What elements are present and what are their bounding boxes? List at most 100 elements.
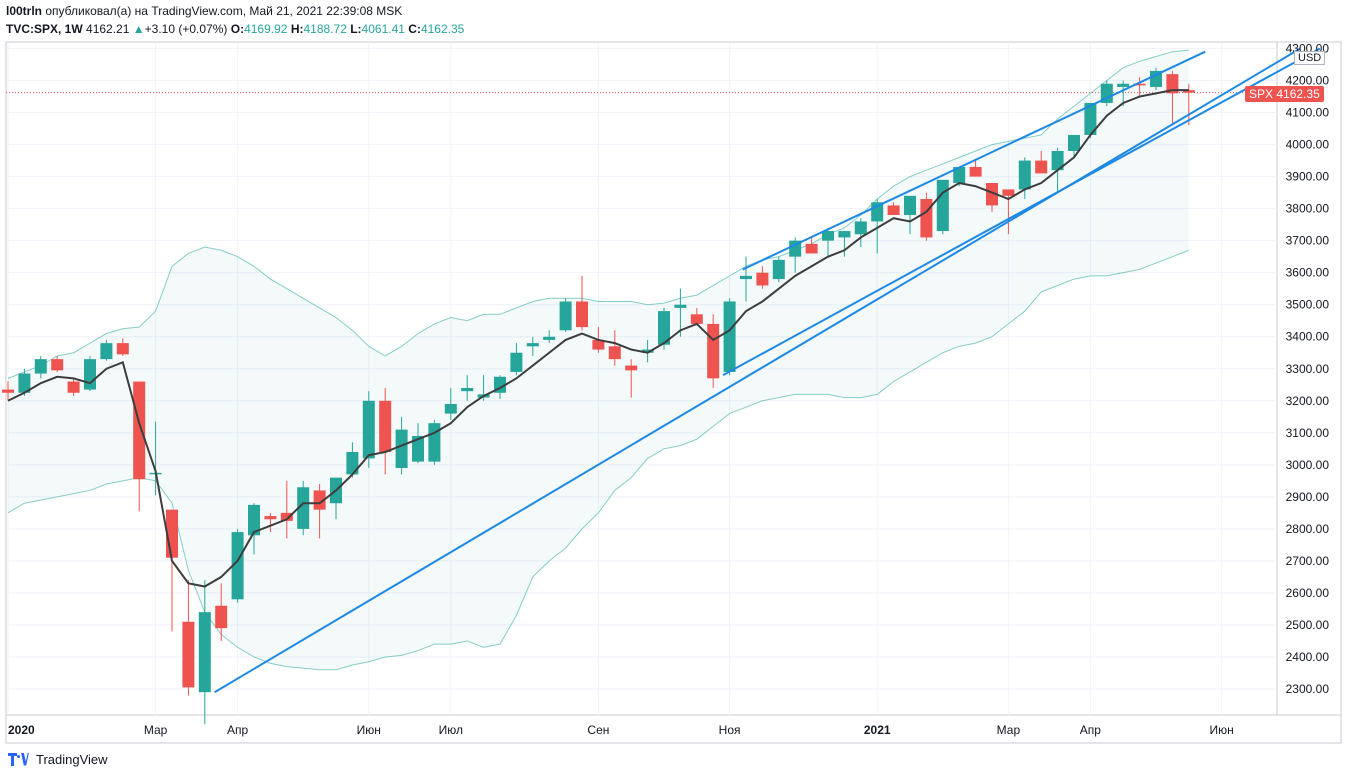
candle-body [1166, 74, 1179, 94]
last-price-tag: SPX 4162.35 [1245, 86, 1324, 102]
candle-body [740, 275, 752, 280]
candle-body [756, 272, 769, 286]
publish-info: l00trln опубликовал(а) на TradingView.co… [6, 4, 402, 18]
candle-body [690, 314, 703, 324]
candle-body [428, 423, 441, 462]
y-tick-label: 3800.00 [1286, 202, 1330, 216]
candle-body [707, 323, 720, 379]
footer[interactable]: TradingView [8, 752, 108, 767]
candle-body [805, 243, 818, 254]
candle-body [34, 359, 47, 374]
candle-body [198, 612, 211, 693]
candle-body [592, 339, 605, 350]
x-tick-label: 2021 [864, 723, 891, 737]
y-tick-label: 2600.00 [1286, 586, 1330, 600]
open-value: 4169.92 [244, 22, 288, 36]
candle-body [395, 429, 408, 469]
ma-line [7, 89, 1189, 588]
y-tick-label: 3100.00 [1286, 426, 1330, 440]
y-tick-label: 3000.00 [1286, 458, 1330, 472]
high-label: H: [290, 22, 304, 36]
candle-body [18, 373, 31, 393]
price-tag-symbol: SPX [1249, 87, 1274, 101]
candle-body [100, 343, 113, 360]
y-tick-label: 2700.00 [1286, 554, 1330, 568]
candle-body [1133, 83, 1146, 86]
moving-average [7, 89, 1189, 588]
candle-body [1182, 90, 1195, 93]
y-tick-label: 2900.00 [1286, 490, 1330, 504]
candle-body [67, 381, 80, 393]
candle-body [986, 183, 998, 206]
axes: 2300.00 2400.00 2500.00 2600.00 2700.00 2800.… [8, 42, 1329, 738]
candle-body [264, 516, 277, 520]
x-tick-label: 2020 [8, 723, 35, 737]
candle-body [215, 605, 228, 629]
candle-body [625, 365, 638, 371]
candle-body [822, 231, 834, 241]
y-tick-label: 2300.00 [1286, 682, 1330, 696]
change-value: +3.10 (+0.07%) [144, 22, 228, 36]
candle-body [953, 166, 966, 184]
candle-body [772, 259, 785, 280]
candle-body [346, 452, 359, 475]
candle-body [559, 301, 572, 331]
candle-body [84, 359, 96, 390]
trend-line-upper [742, 50, 1206, 271]
author[interactable]: l00trln [6, 4, 43, 18]
candle-body [2, 389, 14, 393]
close-value: 4162.35 [420, 22, 465, 36]
y-tick-label: 3200.00 [1286, 394, 1330, 408]
low-value: 4061.41 [361, 22, 405, 36]
y-tick-label: 4200.00 [1286, 74, 1330, 88]
price-tag-value: 4162.35 [1276, 87, 1320, 101]
candle-body [723, 301, 736, 372]
candle-body [510, 352, 523, 372]
x-tick-label: Июн [1209, 723, 1233, 737]
band-upper-line [7, 49, 1189, 379]
candle-body [248, 504, 260, 536]
y-tick-label: 3600.00 [1286, 266, 1330, 280]
last-value: 4162.21 [86, 22, 130, 36]
candle-body [1035, 160, 1048, 174]
y-tick-label: 2800.00 [1286, 522, 1330, 536]
x-tick-label: Апр [1080, 723, 1102, 737]
tradingview-logo-icon [8, 752, 30, 767]
candles [2, 67, 1195, 725]
y-tick-label: 4100.00 [1286, 106, 1330, 120]
candle-body [658, 311, 670, 345]
candle-body [904, 195, 916, 216]
candle-body [920, 199, 933, 238]
candle-body [969, 166, 982, 177]
currency-label[interactable]: USD [1294, 51, 1326, 65]
x-tick-label: Июл [439, 723, 463, 737]
candle-body [1150, 70, 1162, 87]
candle-body [543, 336, 556, 340]
y-tick-label: 4000.00 [1286, 138, 1330, 152]
trend-lines [214, 47, 1321, 694]
publish-text: опубликовал(а) на TradingView.com, Май 2… [45, 4, 403, 18]
candle-body [641, 349, 654, 353]
candle-body [1117, 83, 1130, 87]
x-tick-label: Сен [587, 723, 609, 737]
symbol-label[interactable]: TVC:SPX, 1W [6, 22, 83, 36]
candle-body [51, 359, 64, 371]
candle-body [297, 487, 310, 529]
candle-body [1068, 134, 1080, 151]
candle-body [608, 346, 621, 360]
candle-body [444, 403, 457, 414]
candle-body [854, 221, 867, 235]
candle-body [887, 205, 900, 216]
candle-body [1100, 83, 1113, 103]
candle-body [116, 343, 129, 355]
y-tick-label: 3400.00 [1286, 330, 1330, 344]
candle-body [1051, 150, 1064, 171]
low-label: L: [350, 22, 362, 36]
candle-body [412, 436, 424, 462]
candle-body [1002, 189, 1015, 196]
change-arrow-icon: ▲ [132, 22, 145, 36]
candle-body [1018, 160, 1031, 190]
ohlc-legend: TVC:SPX, 1W 4162.21 ▲+3.10 (+0.07%) O:41… [6, 22, 464, 36]
open-label: O: [230, 22, 245, 36]
